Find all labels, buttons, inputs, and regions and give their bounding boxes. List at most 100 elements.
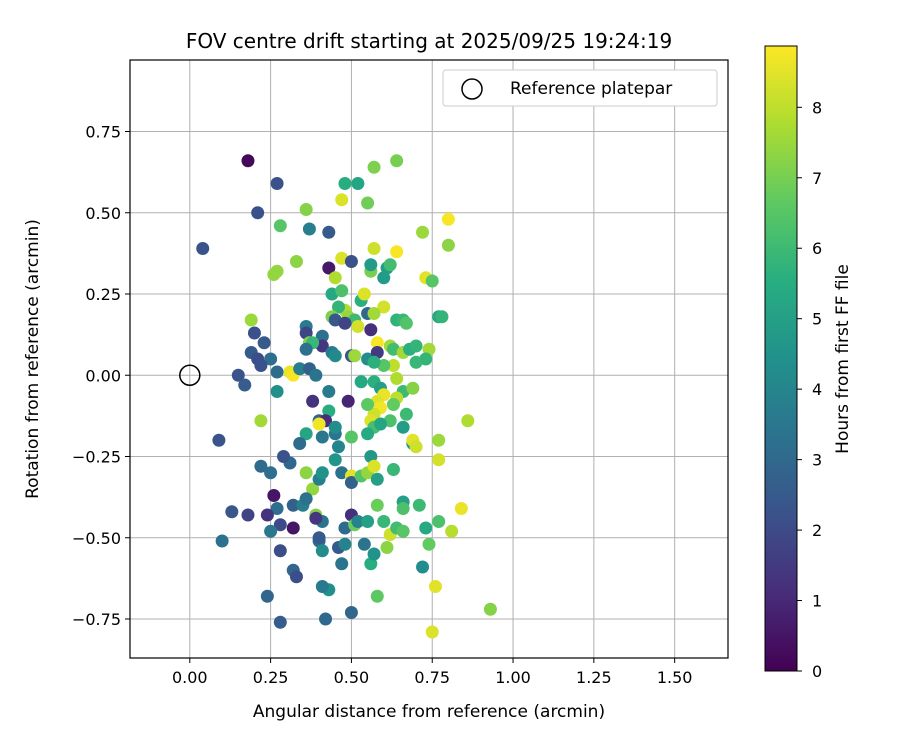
colorbar-tick-label: 2 [812, 521, 822, 540]
scatter-point [322, 225, 336, 239]
colorbar-tick-label: 4 [812, 380, 822, 399]
scatter-point [370, 346, 384, 359]
y-tick-label: 0.50 [85, 204, 121, 223]
scatter-point [338, 316, 352, 330]
scatter-point [270, 264, 284, 278]
scatter-point [370, 472, 384, 486]
scatter-point [461, 414, 475, 428]
scatter-point [367, 242, 381, 255]
scatter-point [445, 524, 459, 538]
colorbar-tick-label: 7 [812, 169, 822, 188]
scatter-point [409, 355, 423, 369]
scatter-point [273, 544, 287, 558]
scatter-point [299, 203, 313, 216]
scatter-point [238, 378, 252, 392]
scatter-point [377, 271, 391, 285]
x-tick-label: 0.00 [172, 668, 208, 687]
legend-open-circle-marker [461, 78, 483, 100]
colorbar-ticks: 0 1 2 3 4 5 6 7 8 [797, 98, 822, 681]
scatter-point [344, 476, 358, 489]
scatter-point [306, 482, 320, 496]
colorbar-tick-label: 1 [812, 592, 822, 611]
colorbar: 0 1 2 3 4 5 6 7 8 Hours from first FF file [764, 45, 853, 681]
scatter-point [315, 580, 329, 593]
scatter-point [264, 524, 278, 538]
scatter-point [351, 515, 365, 528]
x-axis-label: Angular distance from reference (arcmin) [253, 702, 605, 722]
scatter-point [416, 225, 430, 239]
x-tick-label: 0.25 [253, 668, 289, 687]
scatter-point [309, 511, 323, 525]
y-tick-label: −0.75 [72, 610, 121, 629]
scatter-point [273, 518, 287, 532]
scatter-point [370, 589, 384, 603]
scatter-point [241, 154, 255, 168]
scatter-point [273, 219, 287, 233]
scatter-point [364, 323, 378, 337]
scatter-point [367, 307, 381, 320]
scatter-point [309, 368, 323, 382]
scatter-point [416, 560, 430, 574]
scatter-point [264, 466, 278, 480]
scatter-point [361, 427, 375, 441]
scatter-point [348, 349, 362, 363]
scatter-point [270, 502, 284, 515]
scatter-point [328, 420, 342, 434]
scatter-point [435, 310, 449, 324]
scatter-point [357, 537, 371, 551]
scatter-point [354, 375, 368, 389]
scatter-points [196, 154, 497, 639]
scatter-point [299, 466, 313, 480]
legend-label: Reference platepar [510, 79, 672, 99]
x-tick-label: 1.00 [495, 668, 531, 687]
scatter-point [396, 524, 410, 538]
scatter-point [367, 160, 381, 174]
scatter-point [390, 154, 404, 168]
scatter-point [299, 342, 313, 356]
scatter-point [367, 459, 381, 473]
y-axis-label: Rotation from reference (arcmin) [23, 219, 43, 499]
scatter-point [367, 355, 381, 369]
y-tick-label: 0.75 [85, 123, 121, 142]
scatter-point [380, 541, 394, 554]
scatter-point [328, 271, 342, 285]
scatter-point [322, 385, 336, 398]
scatter-point [364, 557, 378, 571]
scatter-point [377, 515, 391, 528]
scatter-point [367, 547, 381, 561]
scatter-point [286, 498, 300, 512]
scatter-point [441, 238, 455, 252]
scatter-point [390, 372, 404, 385]
y-tick-label: −0.50 [72, 529, 121, 548]
colorbar-tick-label: 6 [812, 239, 822, 258]
scatter-point [432, 433, 446, 447]
scatter-point [377, 300, 391, 314]
scatter-point [344, 430, 358, 444]
y-tick-label: 0.00 [85, 366, 121, 385]
scatter-point [241, 508, 255, 522]
scatter-point [454, 502, 468, 515]
scatter-point [386, 463, 400, 476]
scatter-point [370, 498, 384, 512]
scatter-point [328, 453, 342, 467]
scatter-point [260, 589, 274, 603]
colorbar-tick-label: 3 [812, 451, 822, 470]
scatter-point [260, 508, 274, 522]
scatter-point [273, 615, 287, 629]
scatter-point [361, 196, 375, 210]
chart-title: FOV centre drift starting at 2025/09/25 … [186, 29, 672, 53]
scatter-point [293, 437, 307, 450]
scatter-point [364, 450, 378, 463]
scatter-point [409, 339, 423, 353]
scatter-point [302, 222, 316, 236]
scatter-point [422, 537, 436, 551]
scatter-point [299, 326, 313, 340]
scatter-point [386, 398, 400, 411]
scatter-point [270, 177, 284, 190]
colorbar-gradient [764, 45, 798, 672]
scatter-point [361, 398, 375, 411]
scatter-point [335, 193, 349, 207]
scatter-point [319, 612, 333, 626]
scatter-point [361, 515, 375, 528]
scatter-point [331, 440, 345, 454]
